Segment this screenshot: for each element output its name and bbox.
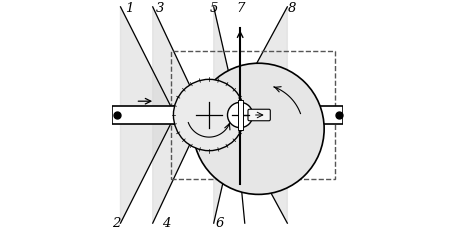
FancyBboxPatch shape: [248, 110, 270, 121]
Bar: [238, 101, 243, 130]
Text: 1: 1: [126, 3, 134, 15]
Polygon shape: [236, 8, 287, 223]
Bar: [171, 51, 334, 180]
Bar: [112, 107, 343, 124]
Text: 5: 5: [210, 3, 218, 15]
Text: 2: 2: [112, 216, 121, 228]
Text: 7: 7: [236, 3, 244, 15]
Text: 8: 8: [288, 3, 296, 15]
Text: 6: 6: [216, 216, 224, 228]
Polygon shape: [121, 8, 171, 223]
Text: 4: 4: [162, 216, 171, 228]
Circle shape: [173, 80, 245, 151]
Polygon shape: [153, 8, 200, 223]
Circle shape: [228, 103, 253, 128]
Polygon shape: [214, 8, 236, 223]
Circle shape: [193, 64, 324, 195]
Text: 3: 3: [156, 3, 165, 15]
